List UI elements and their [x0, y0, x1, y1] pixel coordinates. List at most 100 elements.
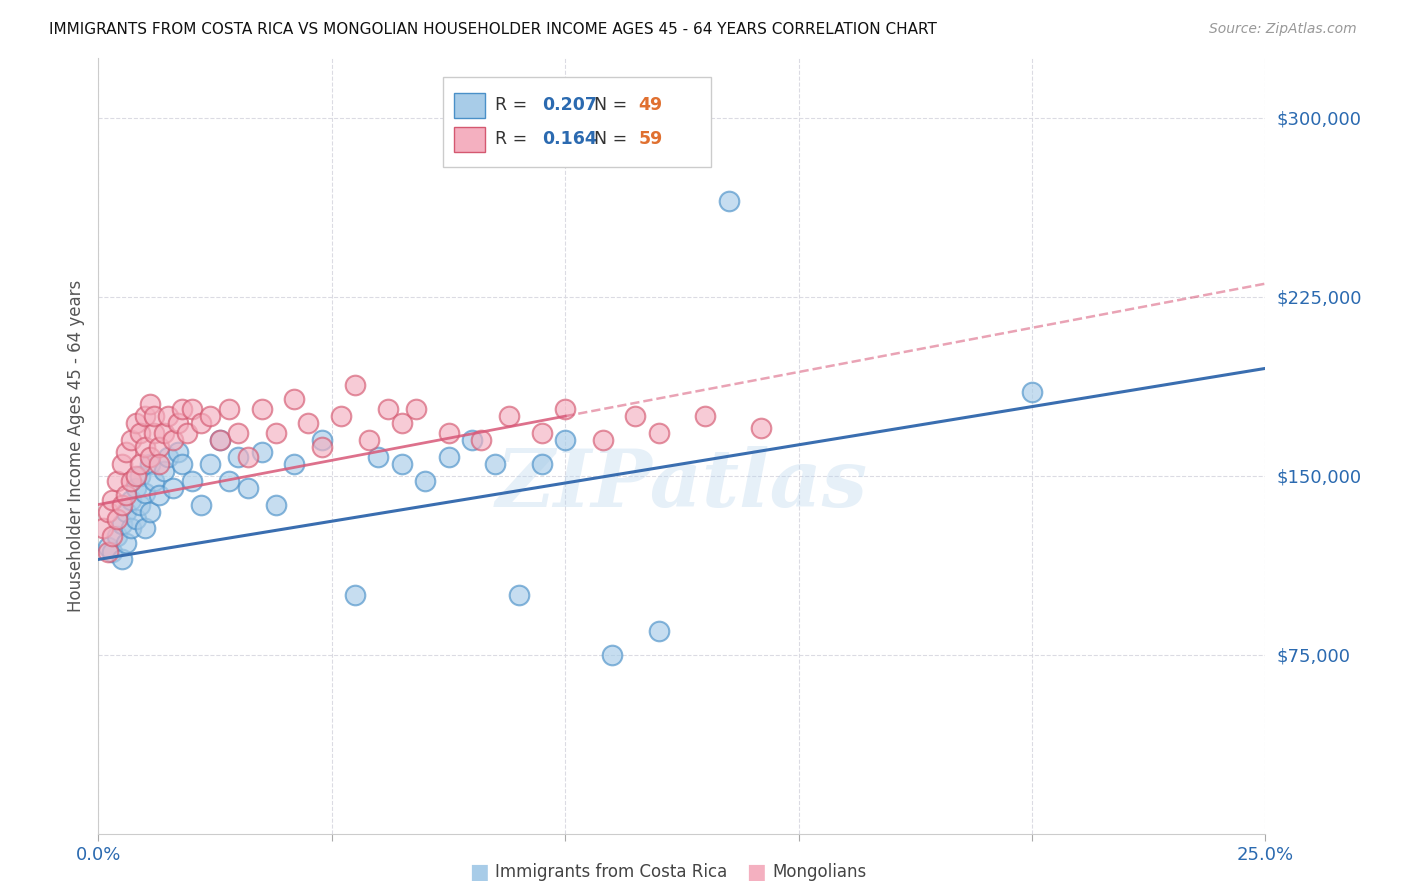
Text: Source: ZipAtlas.com: Source: ZipAtlas.com [1209, 22, 1357, 37]
Point [283, 392, 305, 407]
Point [1021, 385, 1043, 400]
Point [377, 402, 399, 417]
Point [461, 433, 484, 447]
Point [180, 474, 202, 488]
Point [148, 457, 170, 471]
Point [264, 498, 287, 512]
Point [554, 402, 576, 417]
Point [228, 450, 250, 464]
Point [200, 457, 222, 471]
Point [120, 521, 142, 535]
Point [647, 425, 669, 440]
Point [129, 457, 152, 471]
Point [647, 624, 669, 638]
Text: ZIPatlas: ZIPatlas [496, 446, 868, 524]
Point [115, 445, 138, 459]
Point [600, 648, 623, 662]
Point [250, 402, 273, 417]
Point [97, 545, 120, 559]
Point [367, 450, 389, 464]
Point [139, 505, 162, 519]
Point [157, 450, 180, 464]
Point [264, 425, 287, 440]
Text: 0.207: 0.207 [541, 96, 596, 114]
Point [91, 521, 114, 535]
Text: N =: N = [595, 130, 633, 148]
Point [180, 402, 202, 417]
Point [530, 457, 553, 471]
Point [311, 440, 333, 454]
Bar [454, 127, 485, 153]
Point [101, 528, 124, 542]
Point [311, 433, 333, 447]
Point [143, 474, 166, 488]
Text: Mongolians: Mongolians [772, 863, 866, 881]
Point [125, 512, 148, 526]
Point [172, 457, 194, 471]
Point [111, 516, 134, 531]
Point [143, 409, 166, 424]
Point [172, 402, 194, 417]
Point [166, 417, 188, 431]
Text: ■: ■ [470, 863, 489, 882]
Point [200, 409, 222, 424]
Text: R =: R = [495, 96, 533, 114]
Point [111, 457, 134, 471]
Point [359, 433, 381, 447]
Text: IMMIGRANTS FROM COSTA RICA VS MONGOLIAN HOUSEHOLDER INCOME AGES 45 - 64 YEARS CO: IMMIGRANTS FROM COSTA RICA VS MONGOLIAN … [49, 22, 936, 37]
Point [115, 488, 138, 502]
Point [148, 488, 170, 502]
Point [228, 425, 250, 440]
Point [111, 552, 134, 566]
Point [125, 417, 148, 431]
Point [208, 433, 231, 447]
Point [139, 397, 162, 411]
Text: 49: 49 [638, 96, 662, 114]
Point [218, 402, 240, 417]
Point [508, 588, 530, 602]
Point [105, 512, 128, 526]
Point [120, 474, 142, 488]
Point [166, 445, 188, 459]
Point [498, 409, 520, 424]
Text: Immigrants from Costa Rica: Immigrants from Costa Rica [495, 863, 727, 881]
Point [105, 528, 128, 542]
Text: ■: ■ [747, 863, 766, 882]
Point [344, 378, 367, 392]
Point [297, 417, 319, 431]
Text: 0.164: 0.164 [541, 130, 596, 148]
Point [129, 468, 152, 483]
Text: R =: R = [495, 130, 533, 148]
Point [695, 409, 717, 424]
Point [470, 433, 492, 447]
Point [749, 421, 772, 435]
Point [105, 474, 128, 488]
Point [97, 541, 120, 555]
Point [120, 433, 142, 447]
Point [152, 464, 174, 478]
Point [250, 445, 273, 459]
Point [162, 481, 184, 495]
Point [437, 450, 460, 464]
Point [717, 194, 740, 209]
Point [391, 417, 413, 431]
Point [554, 433, 576, 447]
Point [129, 498, 152, 512]
Point [134, 485, 156, 500]
FancyBboxPatch shape [443, 78, 711, 167]
Point [134, 521, 156, 535]
Bar [454, 93, 485, 118]
Point [236, 450, 259, 464]
Point [148, 440, 170, 454]
Point [101, 492, 124, 507]
Point [143, 425, 166, 440]
Point [111, 498, 134, 512]
Point [484, 457, 506, 471]
Point [157, 409, 180, 424]
Point [139, 457, 162, 471]
Point [115, 505, 138, 519]
Point [125, 481, 148, 495]
Point [190, 417, 212, 431]
Text: N =: N = [595, 96, 633, 114]
Point [391, 457, 413, 471]
